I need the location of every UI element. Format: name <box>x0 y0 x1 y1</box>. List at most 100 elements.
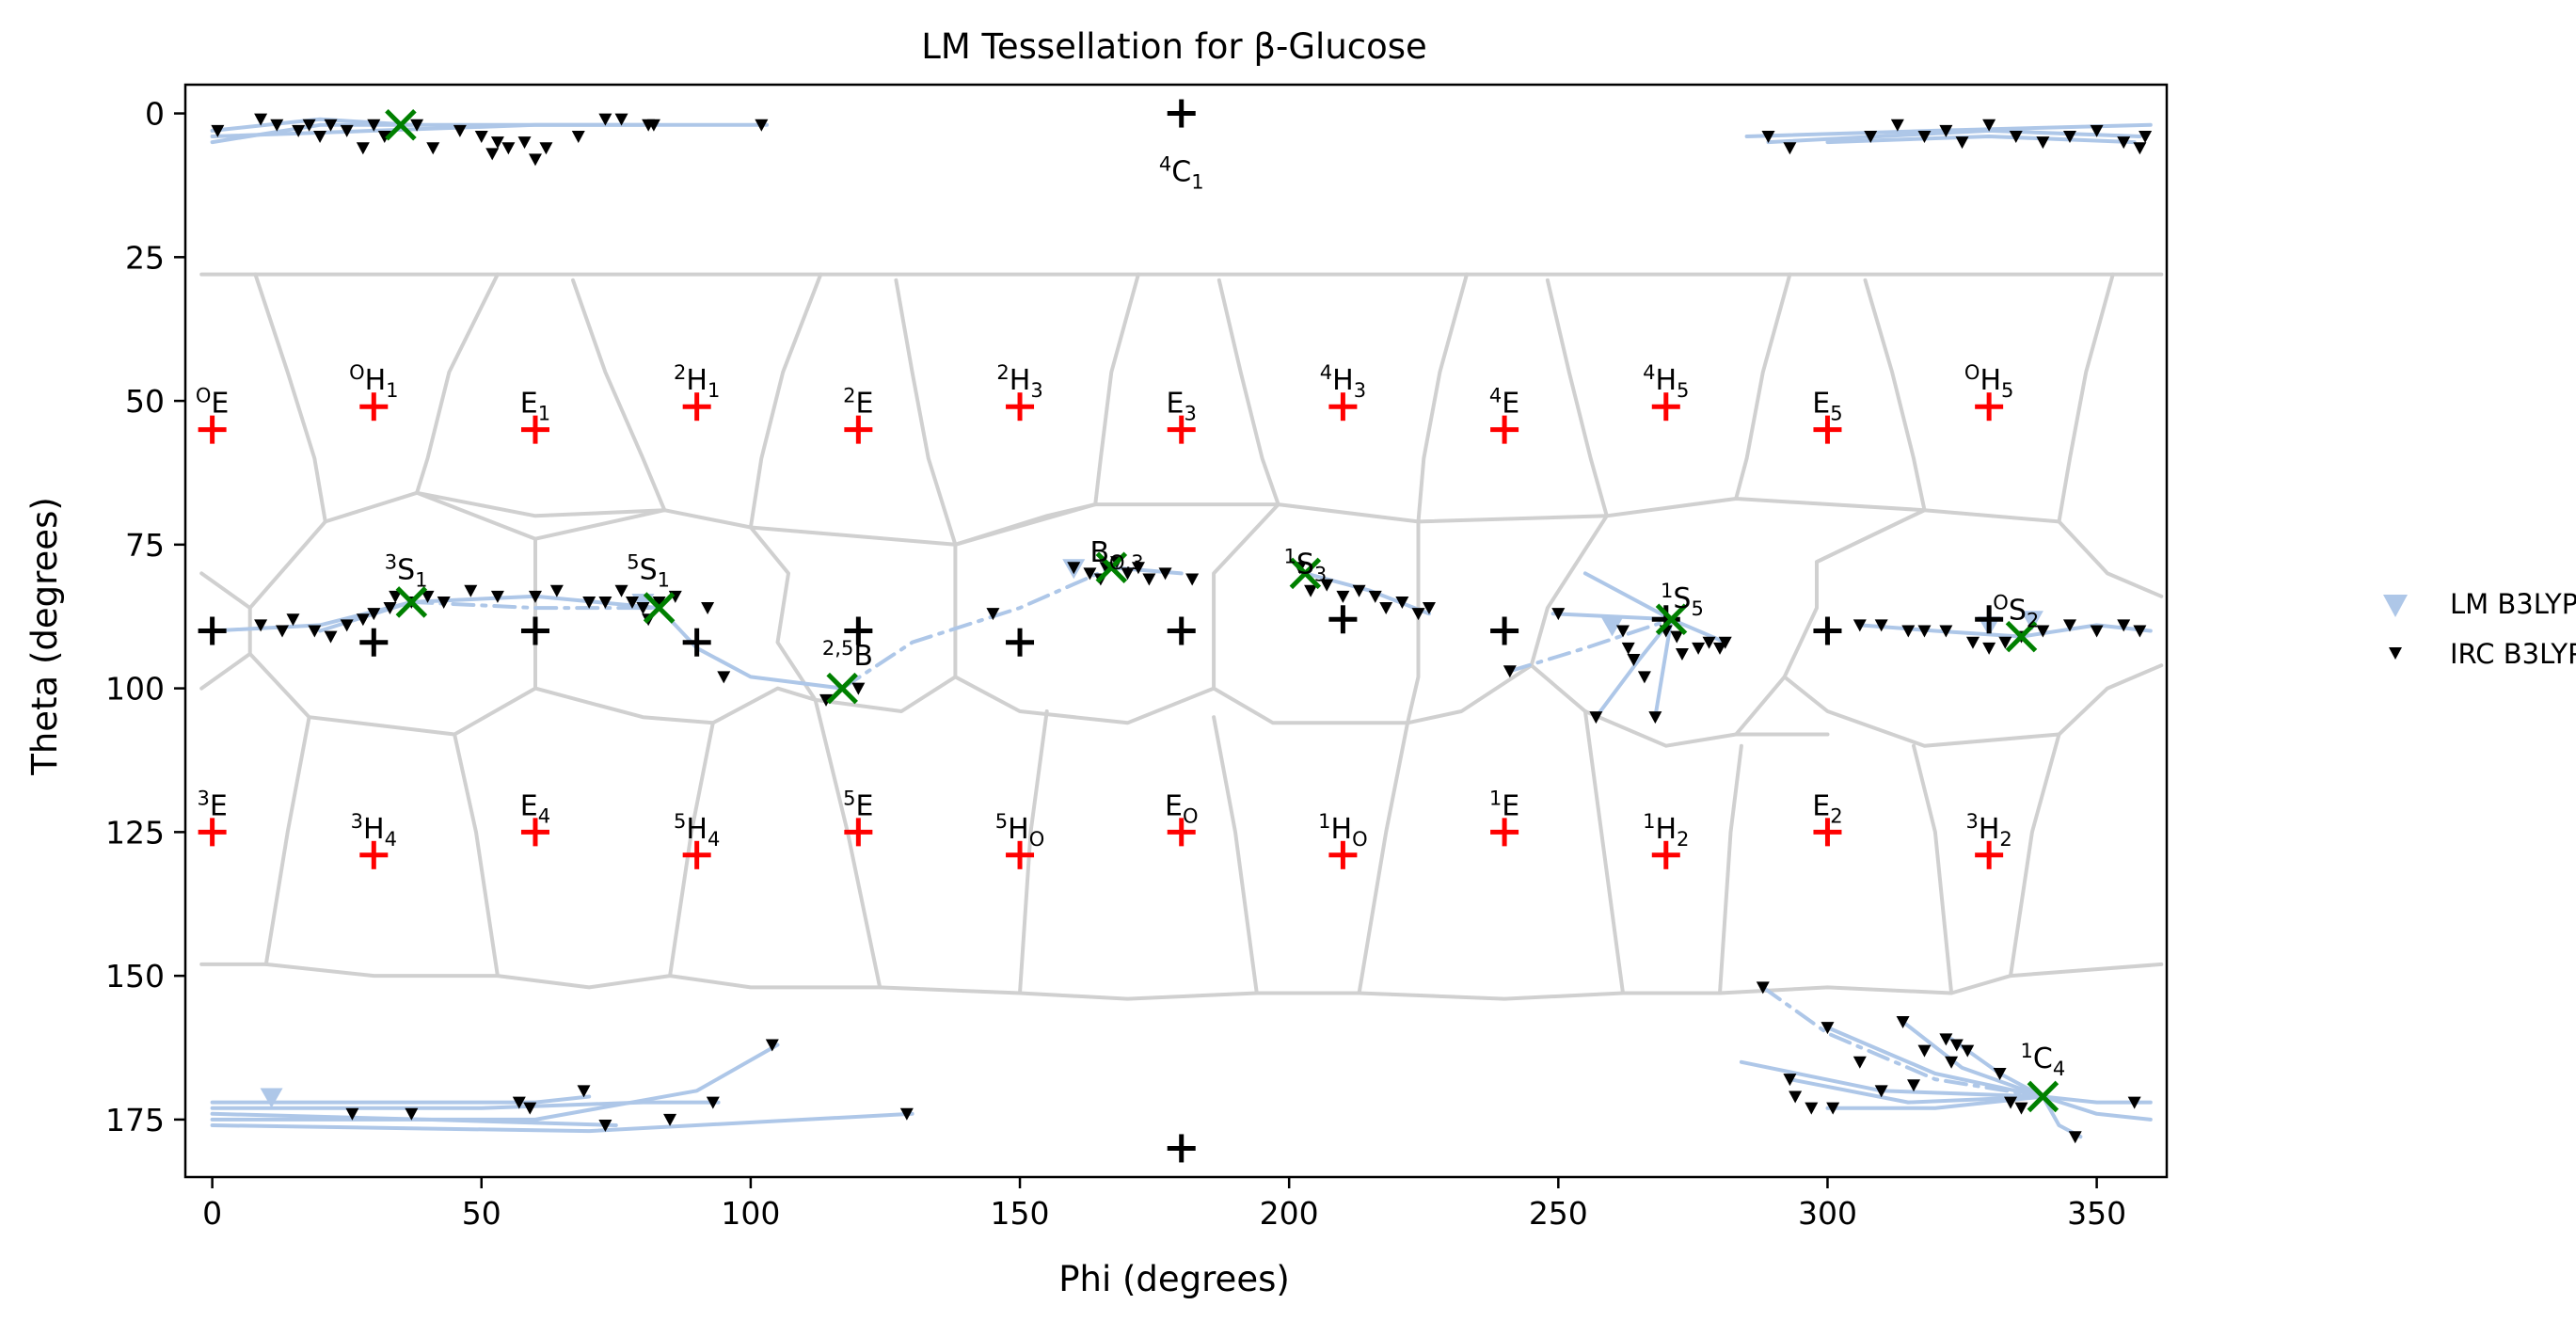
x-tick-label: 250 <box>1529 1195 1588 1232</box>
irc-b3lyp-point <box>1864 130 1878 143</box>
pucker-center-marker <box>1167 1134 1196 1163</box>
irc-b3lyp-point <box>1955 136 1969 150</box>
tessellation-line <box>415 490 537 691</box>
pucker-center-marker <box>1328 392 1358 422</box>
irc-b3lyp-point <box>1503 665 1517 678</box>
irc-b3lyp-point <box>1783 142 1797 155</box>
tessellation-line <box>199 571 252 691</box>
irc-b3lyp-point <box>1158 567 1172 581</box>
irc-b3lyp-point <box>389 590 403 603</box>
pucker-label: E1 <box>520 388 550 425</box>
pucker-center-marker <box>682 392 711 422</box>
pucker-center-marker <box>682 628 711 657</box>
irc-b3lyp-point <box>1852 619 1867 632</box>
irc-b3lyp-point <box>2004 1096 2018 1109</box>
irc-b3lyp-point <box>1890 119 1904 132</box>
pathway-line <box>210 1094 592 1105</box>
irc-b3lyp-point <box>577 1085 591 1098</box>
irc-b3lyp-point <box>1826 1102 1840 1115</box>
x-axis-label: Phi (degrees) <box>1058 1259 1290 1299</box>
pucker-label: 3H2 <box>1965 810 2012 851</box>
irc-b3lyp-point <box>717 671 731 684</box>
x-tick-label: 350 <box>2067 1195 2126 1232</box>
x-tick-label: 200 <box>1260 1195 1319 1232</box>
pucker-label: 1S3 <box>1283 545 1327 585</box>
tessellation-line <box>263 962 2012 1001</box>
pucker-center-marker <box>359 840 389 869</box>
irc-b3lyp-point <box>1805 1102 1819 1115</box>
tessellation-line <box>710 686 818 725</box>
pathway-line <box>1507 617 1674 674</box>
irc-b3lyp-point <box>851 682 866 695</box>
irc-b3lyp-point <box>1789 1090 1803 1104</box>
irc-b3lyp-point <box>1551 608 1566 621</box>
irc-b3lyp-point <box>571 130 585 143</box>
irc-b3lyp-point <box>2133 142 2147 155</box>
irc-b3lyp-point <box>1067 562 1081 575</box>
pucker-label: 1HO <box>1318 810 1367 851</box>
tessellation-line <box>1815 508 1927 565</box>
pathway-line <box>210 1111 914 1134</box>
pathway-line <box>210 1111 618 1127</box>
pathway-line <box>1857 623 2024 639</box>
irc-b3lyp-point <box>324 119 338 132</box>
x-tick-label: 300 <box>1798 1195 1857 1232</box>
irc-b3lyp-point <box>528 153 542 167</box>
x-tick-label: 50 <box>462 1195 501 1232</box>
pucker-label: E3 <box>1167 388 1197 425</box>
pathway-line <box>1760 985 2045 1099</box>
irc-b3lyp-point <box>1648 711 1662 724</box>
pucker-label: 2E <box>843 385 873 421</box>
irc-b3lyp-point <box>1874 1085 1888 1098</box>
irc-b3lyp-point <box>1939 1033 1953 1046</box>
local-minimum-marker <box>395 586 428 618</box>
pucker-center-marker <box>198 818 227 847</box>
pucker-label: 4H5 <box>1643 361 1689 402</box>
irc-b3lyp-point <box>2068 1131 2082 1144</box>
pucker-center-marker <box>1813 818 1842 847</box>
irc-b3lyp-point <box>1320 579 1334 592</box>
pucker-label: 4C1 <box>1159 153 1204 194</box>
irc-b3lyp-point <box>2036 625 2050 638</box>
pathway-line <box>2041 1094 2153 1122</box>
pucker-label: 4E <box>1489 385 1519 421</box>
legend-irc-marker <box>2389 647 2402 660</box>
irc-b3lyp-point <box>549 584 564 597</box>
local-minimum-marker <box>1655 603 1688 636</box>
pucker-center-marker <box>1167 818 1196 847</box>
irc-b3lyp-point <box>1142 573 1156 586</box>
irc-b3lyp-point <box>421 590 435 603</box>
pucker-center-marker <box>359 628 389 657</box>
irc-b3lyp-point <box>1670 630 1684 644</box>
irc-b3lyp-point <box>313 130 327 143</box>
irc-b3lyp-point <box>1336 590 1350 603</box>
irc-b3lyp-point <box>539 142 553 155</box>
pucker-center-marker <box>844 616 873 645</box>
pucker-label: 1H2 <box>1643 810 1689 851</box>
irc-b3lyp-point <box>1718 636 1732 649</box>
local-minimum-marker <box>1289 557 1322 590</box>
pucker-center-marker <box>844 818 873 847</box>
y-tick-label: 50 <box>125 383 165 420</box>
irc-b3lyp-point <box>383 602 397 615</box>
local-minimum-marker <box>385 109 417 141</box>
pathway-line <box>1744 122 2153 138</box>
pucker-label: OE <box>196 385 230 421</box>
irc-b3lyp-point <box>652 596 666 609</box>
irc-b3lyp-point <box>377 130 391 143</box>
irc-b3lyp-point <box>1998 636 2012 649</box>
irc-b3lyp-point <box>1917 625 1932 638</box>
pucker-label: 5H4 <box>674 810 720 851</box>
pathway-line <box>1582 571 1674 622</box>
irc-b3lyp-point <box>2062 130 2076 143</box>
tessellation-line <box>953 502 1280 725</box>
pucker-label: 3H4 <box>351 810 397 851</box>
irc-b3lyp-point <box>2127 1096 2141 1109</box>
pucker-center-marker <box>1975 605 2004 634</box>
pucker-center-marker <box>359 392 389 422</box>
tessellation-line <box>1212 715 1259 995</box>
irc-b3lyp-point <box>1939 625 1953 638</box>
tessellation-line <box>2057 519 2164 598</box>
irc-b3lyp-point <box>1756 981 1770 995</box>
irc-b3lyp-point <box>1821 1022 1835 1035</box>
